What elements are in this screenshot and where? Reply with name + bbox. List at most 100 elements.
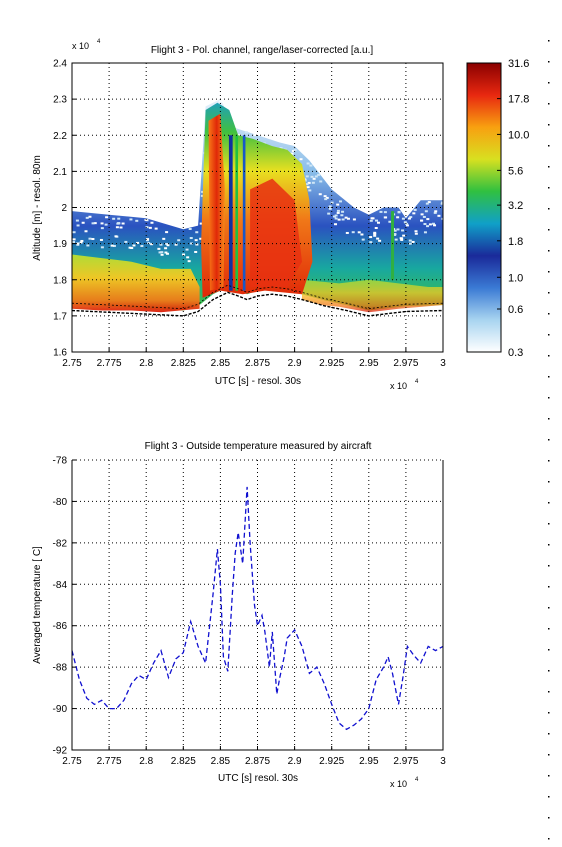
- edge-dot: [548, 376, 550, 378]
- edge-dot: [548, 670, 550, 672]
- edge-dot: [548, 334, 550, 336]
- edge-dot: [548, 649, 550, 651]
- x-tick-label: 2.75: [62, 756, 82, 767]
- temperature-series-line: [72, 486, 443, 731]
- right-edge-dots: [548, 40, 550, 840]
- edge-dot: [548, 40, 550, 42]
- low-layer-right: [302, 279, 443, 313]
- edge-dot: [548, 208, 550, 210]
- edge-dot: [548, 481, 550, 483]
- chart2-x-exponent-base: x 10: [390, 779, 407, 789]
- chart1-y-axis-label: Altitude [m] - resol. 80m: [32, 155, 43, 261]
- colorbar-tick-label: 5.6: [508, 165, 523, 177]
- chart2-plot-area: [72, 486, 443, 731]
- edge-dot: [548, 313, 550, 315]
- colorbar-tick-label: 1.0: [508, 272, 523, 284]
- colorbar-tick-label: 0.6: [508, 304, 523, 316]
- chart1-x-exponent-power: 4: [415, 379, 419, 385]
- x-tick-label: 2.975: [393, 358, 418, 369]
- chart2-x-ticks: 2.75 2.775 2.8 2.825 2.85 2.875 2.9 2.925 2.95 2.…: [62, 746, 446, 767]
- y-tick-label: 1.8: [53, 275, 67, 286]
- chart1-y-exponent: x 10 4: [72, 39, 101, 51]
- edge-dot: [548, 502, 550, 504]
- chart2-x-axis-label: UTC [s] resol. 30s: [218, 773, 298, 784]
- chart2-x-exponent: x 10 4: [390, 777, 419, 789]
- x-tick-label: 2.85: [211, 756, 231, 767]
- x-tick-label: 2.95: [359, 358, 379, 369]
- colorbar-tick-label: 17.8: [508, 94, 529, 106]
- x-tick-label: 2.85: [211, 358, 231, 369]
- edge-dot: [548, 838, 550, 840]
- edge-dot: [548, 82, 550, 84]
- x-tick-label: 2.825: [171, 358, 196, 369]
- edge-dot: [548, 145, 550, 147]
- colorbar-tick-label: 10.0: [508, 129, 529, 141]
- edge-dot: [548, 586, 550, 588]
- chart2-grid: [71, 459, 444, 751]
- y-tick-label: -92: [53, 746, 68, 757]
- edge-dot: [548, 250, 550, 252]
- edge-dot: [548, 439, 550, 441]
- y-tick-label: 1.9: [53, 239, 67, 250]
- y-tick-label: 2.1: [53, 167, 67, 178]
- edge-dot: [548, 544, 550, 546]
- chart2-axes: [71, 460, 444, 751]
- edge-dot: [548, 817, 550, 819]
- y-tick-label: -82: [53, 538, 68, 549]
- plume-core-right: [250, 178, 302, 287]
- x-tick-label: 2.8: [139, 358, 153, 369]
- y-tick-label: -78: [53, 456, 68, 467]
- x-tick-label: 2.95: [359, 756, 379, 767]
- colorbar-tick-label: 1.8: [508, 236, 523, 248]
- chart1-x-exponent: x 10 4: [390, 379, 419, 391]
- y-tick-label: -90: [53, 704, 68, 715]
- edge-dot: [548, 565, 550, 567]
- edge-dot: [548, 712, 550, 714]
- edge-dot: [548, 166, 550, 168]
- y-tick-label: -86: [53, 621, 68, 632]
- colorbar-tick-label: 0.3: [508, 347, 523, 359]
- low-layer-left: [72, 254, 200, 313]
- x-tick-label: 2.925: [319, 358, 344, 369]
- edge-dot: [548, 754, 550, 756]
- chart2-title: Flight 3 - Outside temperature measured …: [145, 441, 372, 452]
- plume-core-left: [208, 113, 225, 291]
- edge-dot: [548, 691, 550, 693]
- chart1-x-axis-label: UTC [s] - resol. 30s: [215, 376, 301, 387]
- edge-dot: [548, 733, 550, 735]
- edge-dot: [548, 775, 550, 777]
- edge-dot: [548, 187, 550, 189]
- edge-dot: [548, 271, 550, 273]
- x-tick-label: 2.8: [139, 756, 153, 767]
- edge-dot: [548, 124, 550, 126]
- x-tick-label: 2.825: [171, 756, 196, 767]
- colorbar-tick-label: 31.6: [508, 58, 529, 70]
- edge-dot: [548, 628, 550, 630]
- x-tick-label: 2.875: [245, 756, 270, 767]
- x-tick-label: 2.775: [97, 358, 122, 369]
- x-tick-label: 2.975: [393, 756, 418, 767]
- y-tick-label: 2: [61, 203, 67, 214]
- edge-dot: [548, 397, 550, 399]
- x-tick-label: 2.9: [288, 756, 302, 767]
- x-tick-label: 2.875: [245, 358, 270, 369]
- chart1-x-exponent-base: x 10: [390, 381, 407, 391]
- edge-dot: [548, 103, 550, 105]
- x-tick-label: 3: [440, 756, 446, 767]
- edge-dot: [548, 418, 550, 420]
- y-tick-label: -84: [53, 580, 68, 591]
- colorbar-tick-label: 3.2: [508, 200, 523, 212]
- x-tick-label: 2.925: [319, 756, 344, 767]
- x-tick-label: 3: [440, 358, 446, 369]
- chart1-y-ticks: 1.6 1.7 1.8 1.9 2 2.1 2.2 2.3 2.4: [53, 59, 76, 359]
- y-tick-label: -88: [53, 663, 68, 674]
- edge-dot: [548, 355, 550, 357]
- x-tick-label: 2.9: [288, 358, 302, 369]
- chart2-x-exponent-power: 4: [415, 777, 419, 783]
- y-tick-label: 1.7: [53, 311, 67, 322]
- edge-dot: [548, 229, 550, 231]
- edge-dot: [548, 61, 550, 63]
- lidar-heatmap-chart: Flight 3 - Pol. channel, range/laser-cor…: [32, 39, 529, 391]
- chart1-title: Flight 3 - Pol. channel, range/laser-cor…: [151, 45, 374, 56]
